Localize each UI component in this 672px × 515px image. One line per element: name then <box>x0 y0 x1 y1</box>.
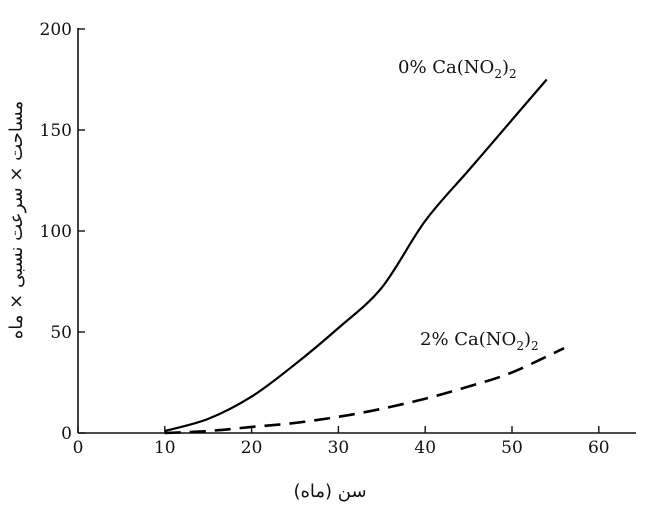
x-tick-label: 10 <box>154 438 176 458</box>
y-tick-label: 50 <box>50 323 72 343</box>
x-ticks: 0 10 20 30 40 50 60 <box>73 426 610 458</box>
series-line-0 <box>164 78 548 433</box>
y-tick-label: 150 <box>40 121 72 141</box>
y-axis-title: مساحت × سرعت نسبی × ماه <box>6 101 27 339</box>
y-tick-label: 100 <box>40 222 72 242</box>
series-lines <box>164 78 565 435</box>
axes <box>77 28 636 434</box>
x-tick-label: 0 <box>73 438 84 458</box>
series-label-1: 2% Ca(NO2)2 <box>420 329 539 353</box>
y-tick-label: 200 <box>40 20 72 40</box>
x-tick-label: 50 <box>501 438 523 458</box>
series-line-1 <box>164 347 565 435</box>
x-tick-label: 40 <box>414 438 436 458</box>
y-tick-label: 0 <box>61 424 72 444</box>
series-label-0: 0% Ca(NO2)2 <box>398 57 517 81</box>
x-tick-label: 30 <box>328 438 350 458</box>
y-ticks: 0 50 100 150 200 <box>40 20 85 444</box>
x-tick-label: 20 <box>241 438 263 458</box>
x-axis-title: سن (ماه) <box>293 481 366 502</box>
x-tick-label: 60 <box>588 438 610 458</box>
